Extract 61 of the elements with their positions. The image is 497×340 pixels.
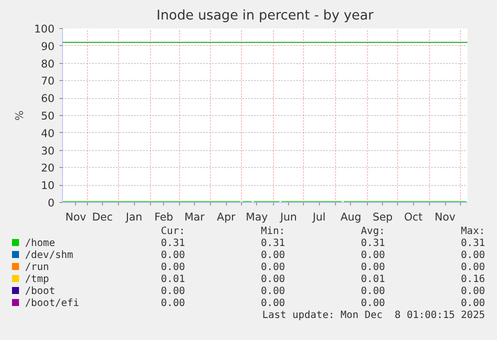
text: 0.16 xyxy=(460,274,485,286)
legend-label: /run xyxy=(24,262,50,274)
text: 0.00 xyxy=(360,250,385,262)
y-tick-label: 40 xyxy=(40,126,55,140)
y-tick-label: 70 xyxy=(40,74,55,88)
y-tick-label: 90 xyxy=(40,40,55,53)
text: 0.31 xyxy=(460,238,485,250)
x-tick-label: Apr xyxy=(216,210,236,224)
text: 0.00 xyxy=(360,298,385,310)
y-tick-label: 30 xyxy=(40,144,55,158)
text: Cur: xyxy=(160,226,185,238)
y-tick-label: 0 xyxy=(48,196,55,210)
text: 0.00 xyxy=(360,262,385,274)
text: 0.31 xyxy=(260,238,285,250)
text: 0.00 xyxy=(260,262,285,274)
text: 0.31 xyxy=(360,238,385,250)
y-axis-title: % xyxy=(13,110,26,121)
x-tick-label: Dec xyxy=(92,210,113,224)
text: 0.31 xyxy=(160,238,185,250)
text: 0.00 xyxy=(260,250,285,262)
x-tick-label: Sep xyxy=(372,210,393,224)
text: Last update: Mon Dec 8 01:00:15 2025 xyxy=(261,310,485,322)
text: 0.00 xyxy=(460,286,485,298)
text: 0.00 xyxy=(260,298,285,310)
text: 0.01 xyxy=(360,274,385,286)
text: 0.00 xyxy=(460,298,485,310)
x-tick-label: Feb xyxy=(154,210,174,224)
y-tick-label: 10 xyxy=(40,179,55,192)
x-tick-label: Jun xyxy=(279,210,297,224)
text: 0.00 xyxy=(360,286,385,298)
x-tick-label: May xyxy=(246,210,268,224)
text: 0.00 xyxy=(260,286,285,298)
text: 0.00 xyxy=(160,250,185,262)
x-tick-label: Nov xyxy=(65,210,86,224)
text: 0.00 xyxy=(160,298,185,310)
legend-label: /home xyxy=(24,238,56,250)
legend-label: /boot xyxy=(24,286,56,298)
text: Max: xyxy=(460,226,485,238)
y-tick-label: 80 xyxy=(40,57,55,70)
x-tick-label: Aug xyxy=(340,210,362,224)
y-tick-label: 50 xyxy=(40,110,55,122)
legend-label: /boot/efi xyxy=(24,298,80,310)
x-tick-label: Mar xyxy=(184,210,206,224)
text: 0.00 xyxy=(160,262,185,274)
x-tick-label: Nov xyxy=(434,210,456,224)
x-tick-label: Jan xyxy=(124,210,142,224)
text: Avg: xyxy=(360,226,385,238)
y-tick-label: 20 xyxy=(40,162,55,175)
chart-title: Inode usage in percent - by year xyxy=(156,8,374,24)
text: 0.01 xyxy=(160,274,185,286)
x-tick-label: Oct xyxy=(404,210,423,224)
text: Min: xyxy=(260,226,285,238)
text: 0.00 xyxy=(260,274,285,286)
text: 0.00 xyxy=(160,286,185,298)
legend-label: /dev/shm xyxy=(24,250,74,262)
x-tick-label: Jul xyxy=(312,210,326,224)
text: 0.00 xyxy=(460,262,485,274)
y-tick-label: 100 xyxy=(34,22,55,36)
text: 0.00 xyxy=(460,250,485,262)
y-tick-label: 60 xyxy=(40,92,55,106)
legend-label: /tmp xyxy=(24,274,50,286)
